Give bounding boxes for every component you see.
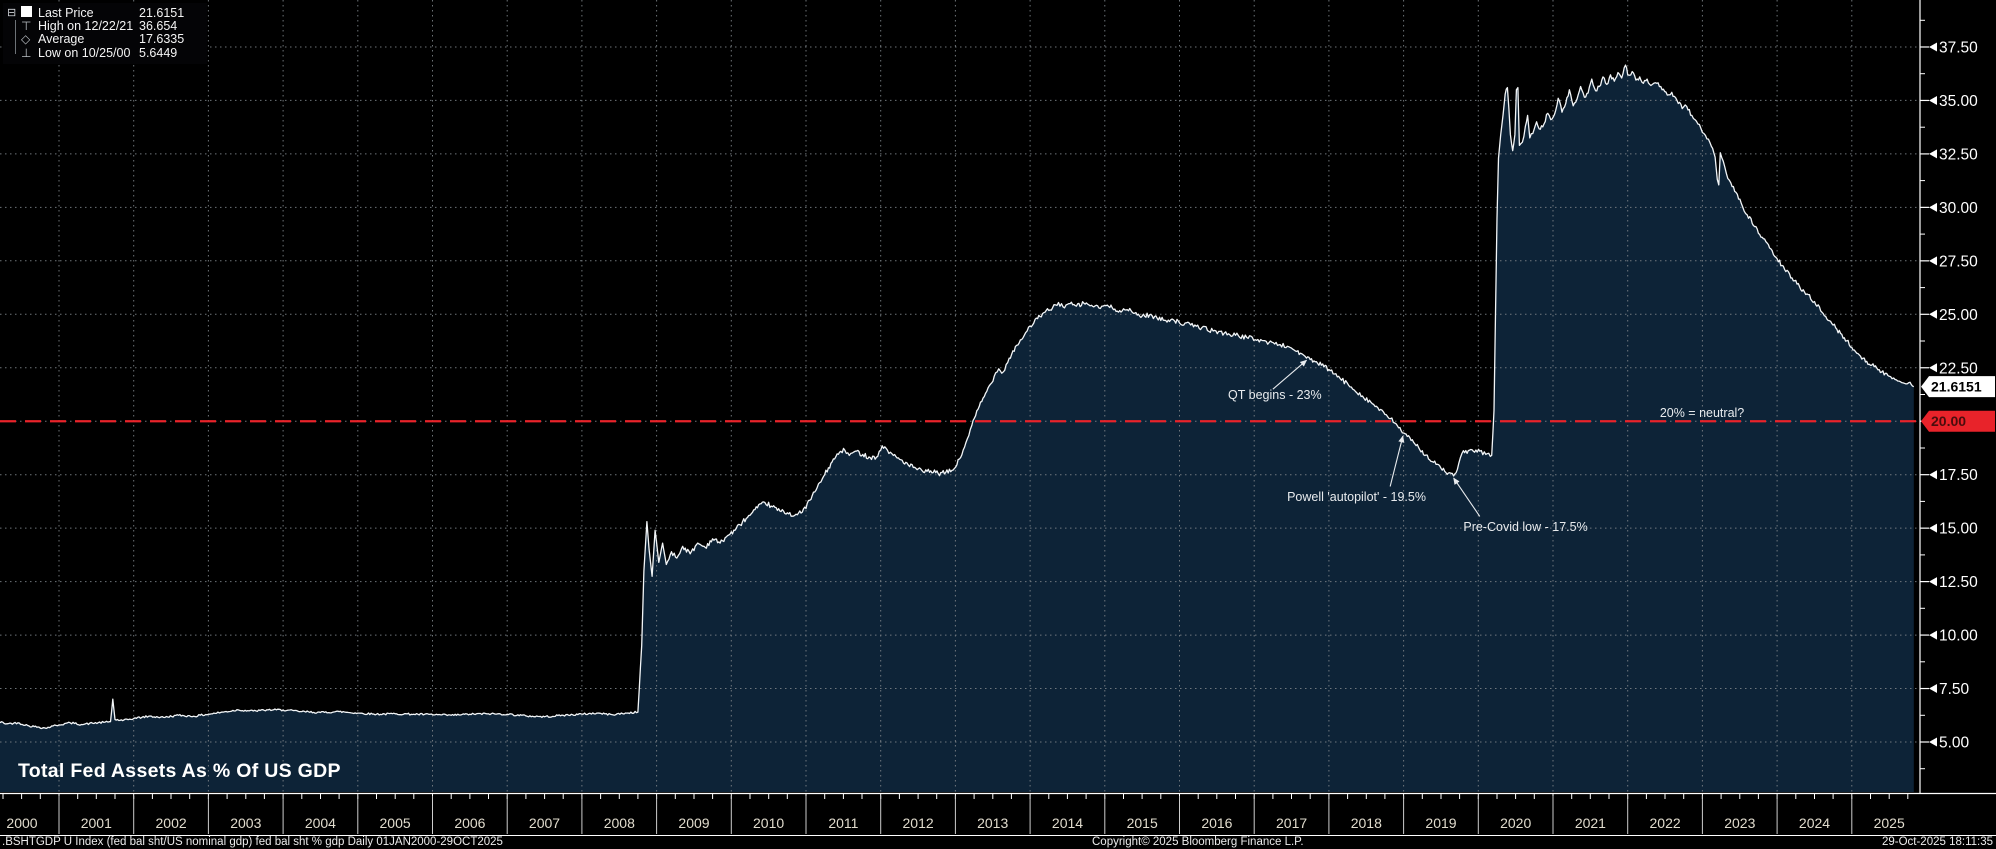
y-tick-arrow-icon [1929, 363, 1937, 373]
gridlines [0, 0, 1920, 792]
security-description: .BSHTGDP U Index (fed bal sht/US nominal… [2, 836, 503, 848]
legend-value-low: 5.6449 [139, 45, 178, 60]
x-axis-label[interactable]: 2000 [6, 815, 37, 831]
x-axis-label[interactable]: 2024 [1799, 815, 1830, 831]
y-axis-label: 27.50 [1939, 253, 1978, 270]
legend-value-high: 36.654 [139, 19, 178, 34]
price-line [0, 64, 1915, 730]
x-axis-label[interactable]: 2021 [1575, 815, 1606, 831]
x-axis-label[interactable]: 2020 [1500, 815, 1531, 831]
annotation-1: Powell 'autopilot' - 19.5% [1287, 435, 1426, 504]
last-price-swatch-icon [21, 5, 38, 20]
x-axis-label[interactable]: 2013 [977, 815, 1008, 831]
y-axis-label: 10.00 [1939, 628, 1978, 645]
y-tick-arrow-icon [1929, 309, 1937, 319]
y-tick-arrow-icon [1929, 470, 1937, 480]
x-axis-label[interactable]: 2003 [230, 815, 261, 831]
y-axis-label: 5.00 [1939, 735, 1970, 752]
x-axis-label[interactable]: 2019 [1425, 815, 1456, 831]
annotation-2: Pre-Covid low - 17.5% [1453, 477, 1588, 534]
legend-row-high[interactable]: ⊤ High on 12/22/21 36.654 [7, 19, 203, 34]
y-axis-label: 30.00 [1939, 200, 1978, 217]
legend-box[interactable]: ⊟ Last Price 21.6151 ⊤ High on 12/22/21 … [3, 3, 207, 64]
y-tick-arrow-icon [1929, 630, 1937, 640]
status-bar: .BSHTGDP U Index (fed bal sht/US nominal… [0, 836, 1996, 849]
y-axis-label: 17.50 [1939, 467, 1978, 484]
annotation-arrow [1389, 435, 1405, 487]
y-tick-arrow-icon [1929, 95, 1937, 105]
annotation-arrow [1453, 477, 1481, 517]
y-axis-label: 7.50 [1939, 681, 1970, 698]
threshold-label: 20% = neutral? [1660, 406, 1744, 420]
x-axis-label[interactable]: 2016 [1201, 815, 1232, 831]
legend-tree-line [15, 20, 16, 54]
x-axis-label[interactable]: 2006 [454, 815, 485, 831]
legend-label-high: High on 12/22/21 [38, 19, 134, 34]
x-axis-label[interactable]: 2010 [753, 815, 784, 831]
x-axis-label[interactable]: 2015 [1127, 815, 1158, 831]
x-axis-label[interactable]: 2004 [305, 815, 336, 831]
high-marker-icon: ⊤ [21, 19, 32, 34]
y-tick-arrow-icon [1929, 202, 1937, 212]
legend-expander-icon[interactable]: ⊟ [7, 6, 17, 19]
y-axis-label: 32.50 [1939, 146, 1978, 163]
last-price-badge-text: 21.6151 [1931, 379, 1982, 395]
x-axis-label[interactable]: 2005 [380, 815, 411, 831]
y-tick-arrow-icon [1929, 523, 1937, 533]
legend-row-low[interactable]: ⊥ Low on 10/25/00 5.6449 [7, 45, 203, 60]
legend-value-last-price: 21.6151 [139, 5, 185, 20]
annotation-0: QT begins - 23% [1228, 359, 1322, 402]
legend-label-low: Low on 10/25/00 [38, 45, 131, 60]
area-series [0, 65, 1914, 792]
x-axis-label[interactable]: 2011 [828, 815, 858, 831]
x-axis-label[interactable]: 2002 [156, 815, 187, 831]
last-price-badge-shape [1921, 376, 1995, 398]
y-tick-arrow-icon [1929, 577, 1937, 587]
y-tick-arrow-icon [1929, 149, 1937, 159]
legend-label-average: Average [38, 32, 85, 47]
y-axis-label: 15.00 [1939, 521, 1978, 538]
threshold-axis-badge-shape [1921, 410, 1995, 432]
legend-label-last-price: Last Price [38, 5, 94, 20]
x-axis-label[interactable]: 2025 [1874, 815, 1905, 831]
annotation-arrow [1272, 359, 1308, 390]
timestamp: 29-Oct-2025 18:11:35 [1881, 836, 1993, 848]
x-axis-label[interactable]: 2012 [903, 815, 934, 831]
average-marker-icon: ◇ [21, 32, 31, 47]
x-axis-label[interactable]: 2001 [81, 815, 112, 831]
threshold-axis-badge-text: 20.00 [1931, 413, 1966, 429]
x-axis-label[interactable]: 2007 [529, 815, 560, 831]
x-axis-label[interactable]: 2017 [1276, 815, 1307, 831]
low-marker-icon: ⊥ [21, 45, 32, 60]
annotation-text: Powell 'autopilot' - 19.5% [1287, 490, 1426, 504]
y-axis-label: 22.50 [1939, 360, 1978, 377]
y-tick-arrow-icon [1929, 256, 1937, 266]
y-tick-arrow-icon [1929, 737, 1937, 747]
y-axis-label: 35.00 [1939, 93, 1978, 110]
x-axis-label[interactable]: 2018 [1351, 815, 1382, 831]
x-axis-label[interactable]: 2023 [1724, 815, 1755, 831]
x-axis-label[interactable]: 2009 [678, 815, 709, 831]
y-tick-arrow-icon [1929, 42, 1937, 52]
y-axis-label: 37.50 [1939, 39, 1978, 56]
annotation-text: QT begins - 23% [1228, 388, 1322, 402]
copyright-text: Copyright© 2025 Bloomberg Finance L.P. [1092, 836, 1304, 848]
y-tick-arrow-icon [1929, 684, 1937, 694]
legend-row-average[interactable]: ◇ Average 17.6335 [7, 32, 203, 47]
x-axis-label[interactable]: 2014 [1052, 815, 1083, 831]
x-axis-label[interactable]: 2022 [1650, 815, 1681, 831]
x-axis-label[interactable]: 2008 [604, 815, 635, 831]
chart-title: Total Fed Assets As % Of US GDP [18, 760, 341, 782]
legend-row-last-price[interactable]: ⊟ Last Price 21.6151 [7, 5, 203, 20]
y-axis-label: 12.50 [1939, 574, 1978, 591]
legend-value-average: 17.6335 [139, 32, 185, 47]
y-axis-label: 25.00 [1939, 307, 1978, 324]
annotation-text: Pre-Covid low - 17.5% [1463, 520, 1587, 534]
